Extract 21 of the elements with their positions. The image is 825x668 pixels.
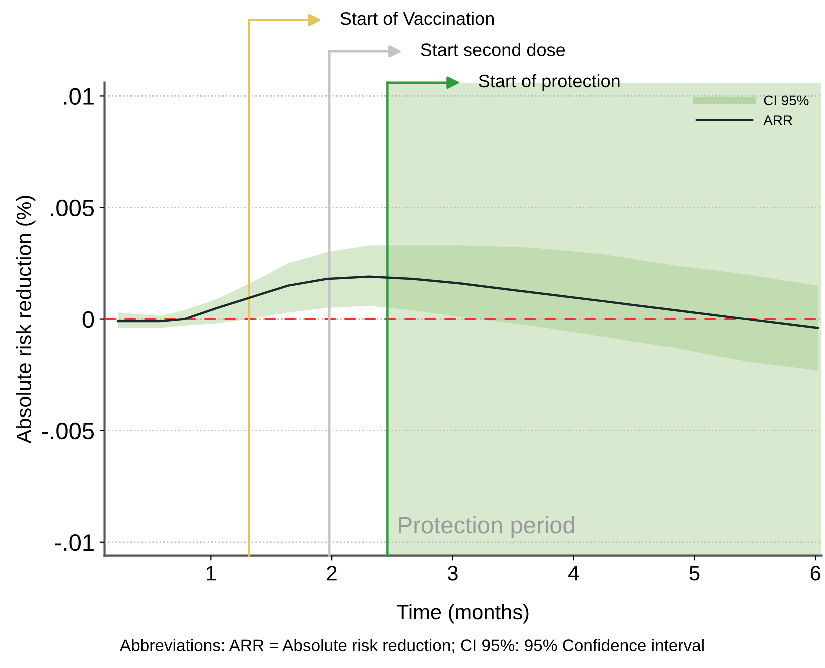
y-axis-title: Absolute risk reduction (%)	[16, 196, 36, 444]
y-tick-label: .005	[51, 200, 94, 217]
x-tick-label: 6	[810, 566, 821, 581]
y-tick-label: .01	[64, 88, 94, 106]
text: Abbreviations: ARR = Absolute risk reduction; CI 95%: 95% Confidence interval	[120, 639, 704, 654]
y-tick-label: -.005	[42, 422, 94, 440]
band-label: Protection period	[399, 516, 574, 538]
y-tick-label: -.01	[55, 534, 94, 552]
annotation: CI 95%	[764, 96, 809, 106]
y-tick-label: 0	[82, 311, 94, 328]
x-tick-label: 4	[568, 566, 580, 581]
x-axis-title: Time (months)	[396, 604, 529, 624]
ref-line-label: Start of Vaccination	[340, 12, 494, 26]
ref-line-label: Start second dose	[421, 43, 566, 56]
ref-line-label: Start of protection	[479, 74, 620, 92]
x-tick-label: 2	[327, 566, 337, 581]
x-tick-label: 1	[206, 566, 216, 581]
line-series	[116, 276, 820, 330]
legend-label: ARR	[764, 116, 792, 126]
x-tick-label: 3	[448, 566, 458, 581]
x-tick-label: 5	[690, 566, 700, 581]
